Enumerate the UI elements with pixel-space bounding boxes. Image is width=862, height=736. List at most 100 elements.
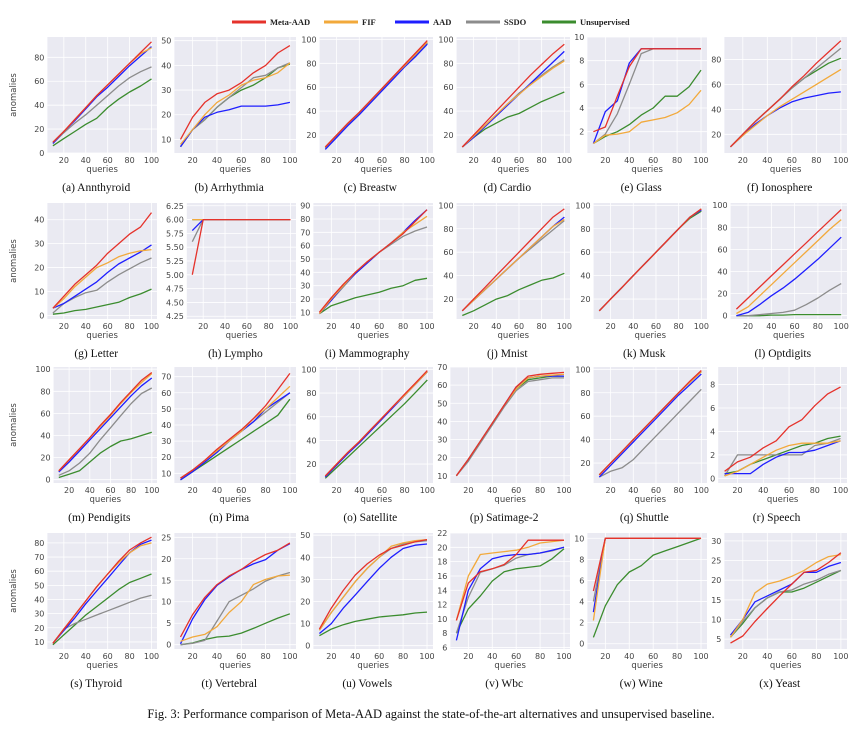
x-tick-label: 100 <box>282 486 297 495</box>
y-tick-label: 60 <box>711 80 721 89</box>
y-tick-label: 6.00 <box>166 216 184 225</box>
y-tick-label: 70 <box>437 363 447 372</box>
subplot-caption: (u) Vowels <box>342 678 392 690</box>
y-tick-label: 4.25 <box>166 312 184 321</box>
y-tick-label: 0 <box>710 474 715 483</box>
y-tick-label: 12 <box>437 601 447 610</box>
y-tick-label: 100 <box>301 365 316 374</box>
plot-area <box>456 203 570 319</box>
x-tick-label: 60 <box>103 322 113 331</box>
y-tick-label: 80 <box>580 225 590 234</box>
series-line-meta-aad <box>52 41 152 143</box>
subplot-t-vertebral: 0 5 10 15 20 25 20 40 60 80 100 queries (t) Vertebra… <box>161 533 298 690</box>
x-axis-label: queries <box>498 165 530 175</box>
plot-area <box>53 367 157 483</box>
x-axis-label: queries <box>219 165 251 175</box>
subplot-r-speech: 0 2 4 6 8 20 40 60 80 100 queries (r) Speech <box>710 367 848 524</box>
x-tick-label: 100 <box>833 156 848 165</box>
y-tick-label: 40 <box>161 421 171 430</box>
x-tick-label: 80 <box>672 156 682 165</box>
y-tick-label: 22 <box>437 529 447 538</box>
plot-area <box>718 367 847 483</box>
y-tick-label: 5.25 <box>166 257 184 266</box>
x-tick-label: 40 <box>628 486 638 495</box>
series-line-meta-aad <box>324 370 428 477</box>
x-tick-label: 40 <box>350 652 360 661</box>
legend-label: Meta-AAD <box>270 17 310 27</box>
x-tick-label: 60 <box>377 156 387 165</box>
x-tick-label: 20 <box>59 322 69 331</box>
series-line-unsupervised <box>52 288 152 315</box>
series-line-fif <box>736 219 842 315</box>
y-tick-label: 60 <box>300 242 310 251</box>
subplot-i-mammography: 10 20 30 40 50 60 70 80 90 20 40 60 80 100 queries (i) … <box>300 202 434 360</box>
subplot-f-ionosphere: 20 40 60 80 20 40 60 80 100 queries (f) Ionosphere <box>711 37 849 194</box>
y-tick-label: 10 <box>711 616 721 625</box>
series-line-fif <box>318 538 428 631</box>
legend-label: SSDO <box>504 17 527 27</box>
x-tick-label: 40 <box>220 322 230 331</box>
series-line-meta-aad <box>730 40 842 148</box>
y-tick-label: 20 <box>711 576 721 585</box>
y-tick-label: 100 <box>712 201 727 210</box>
series-line-ssdo <box>52 66 152 144</box>
y-tick-label: 30 <box>161 86 171 95</box>
x-tick-label: 80 <box>264 322 274 331</box>
y-tick-label: 60 <box>443 248 453 257</box>
x-tick-label: 60 <box>236 486 246 495</box>
subplot-caption: (h) Lympho <box>208 348 263 360</box>
y-tick-label: 20 <box>580 295 590 304</box>
y-tick-label: 20 <box>300 295 310 304</box>
x-tick-label: 80 <box>125 652 135 661</box>
y-tick-label: 14 <box>437 586 447 595</box>
x-tick-label: 100 <box>419 652 434 661</box>
y-tick-label: 100 <box>35 365 50 374</box>
series-line-ssdo <box>736 283 842 317</box>
series-line-fif <box>593 89 702 145</box>
y-tick-label: 60 <box>34 77 44 86</box>
y-tick-label: 0 <box>166 641 171 650</box>
plot-area <box>587 37 707 153</box>
y-tick-label: 90 <box>300 202 310 211</box>
y-tick-label: 40 <box>306 107 316 116</box>
x-tick-label: 80 <box>811 652 821 661</box>
y-tick-label: 15 <box>161 576 171 585</box>
x-tick-label: 100 <box>557 156 572 165</box>
legend-label: Unsupervised <box>580 17 630 27</box>
series-line-aad <box>58 377 153 473</box>
x-tick-label: 20 <box>738 652 748 661</box>
series-line-meta-aad <box>592 537 701 592</box>
x-tick-label: 80 <box>126 486 136 495</box>
x-tick-label: 80 <box>398 652 408 661</box>
x-tick-label: 40 <box>762 652 772 661</box>
x-tick-label: 100 <box>144 322 159 331</box>
series-line-meta-aad <box>598 370 702 476</box>
x-axis-label: queries <box>635 495 667 505</box>
x-tick-label: 60 <box>787 156 797 165</box>
subplot-w-wine: 0 2 4 6 8 10 20 40 60 80 100 queries (w) Wine <box>574 533 709 690</box>
x-tick-label: 20 <box>59 652 69 661</box>
x-axis-label: queries <box>357 331 389 341</box>
subplot-caption: (f) Ionosphere <box>747 182 812 194</box>
y-tick-label: 4 <box>579 598 584 607</box>
x-tick-label: 100 <box>693 652 708 661</box>
x-tick-label: 80 <box>535 486 545 495</box>
x-tick-label: 20 <box>732 486 742 495</box>
y-tick-label: 10 <box>300 308 310 317</box>
y-tick-label: 6.25 <box>166 202 184 211</box>
series-line-unsupervised <box>462 272 565 317</box>
subplot-caption: (e) Glass <box>621 182 663 194</box>
y-tick-label: 50 <box>300 531 310 540</box>
subplot-j-mnist: 20 40 60 80 100 20 40 60 80 100 queries (j) Mnist <box>438 201 572 360</box>
series-line-fif <box>724 440 841 477</box>
y-tick-label: 6 <box>579 576 584 585</box>
series-line-ssdo <box>455 377 564 477</box>
y-tick-label: 25 <box>161 533 171 542</box>
series-line-ssdo <box>52 594 152 644</box>
y-tick-label: 20 <box>34 264 44 273</box>
y-tick-label: 2 <box>579 619 584 628</box>
y-tick-label: 60 <box>161 389 171 398</box>
x-tick-label: 20 <box>600 156 610 165</box>
x-tick-label: 100 <box>834 322 849 331</box>
y-tick-label: 20 <box>437 454 447 463</box>
